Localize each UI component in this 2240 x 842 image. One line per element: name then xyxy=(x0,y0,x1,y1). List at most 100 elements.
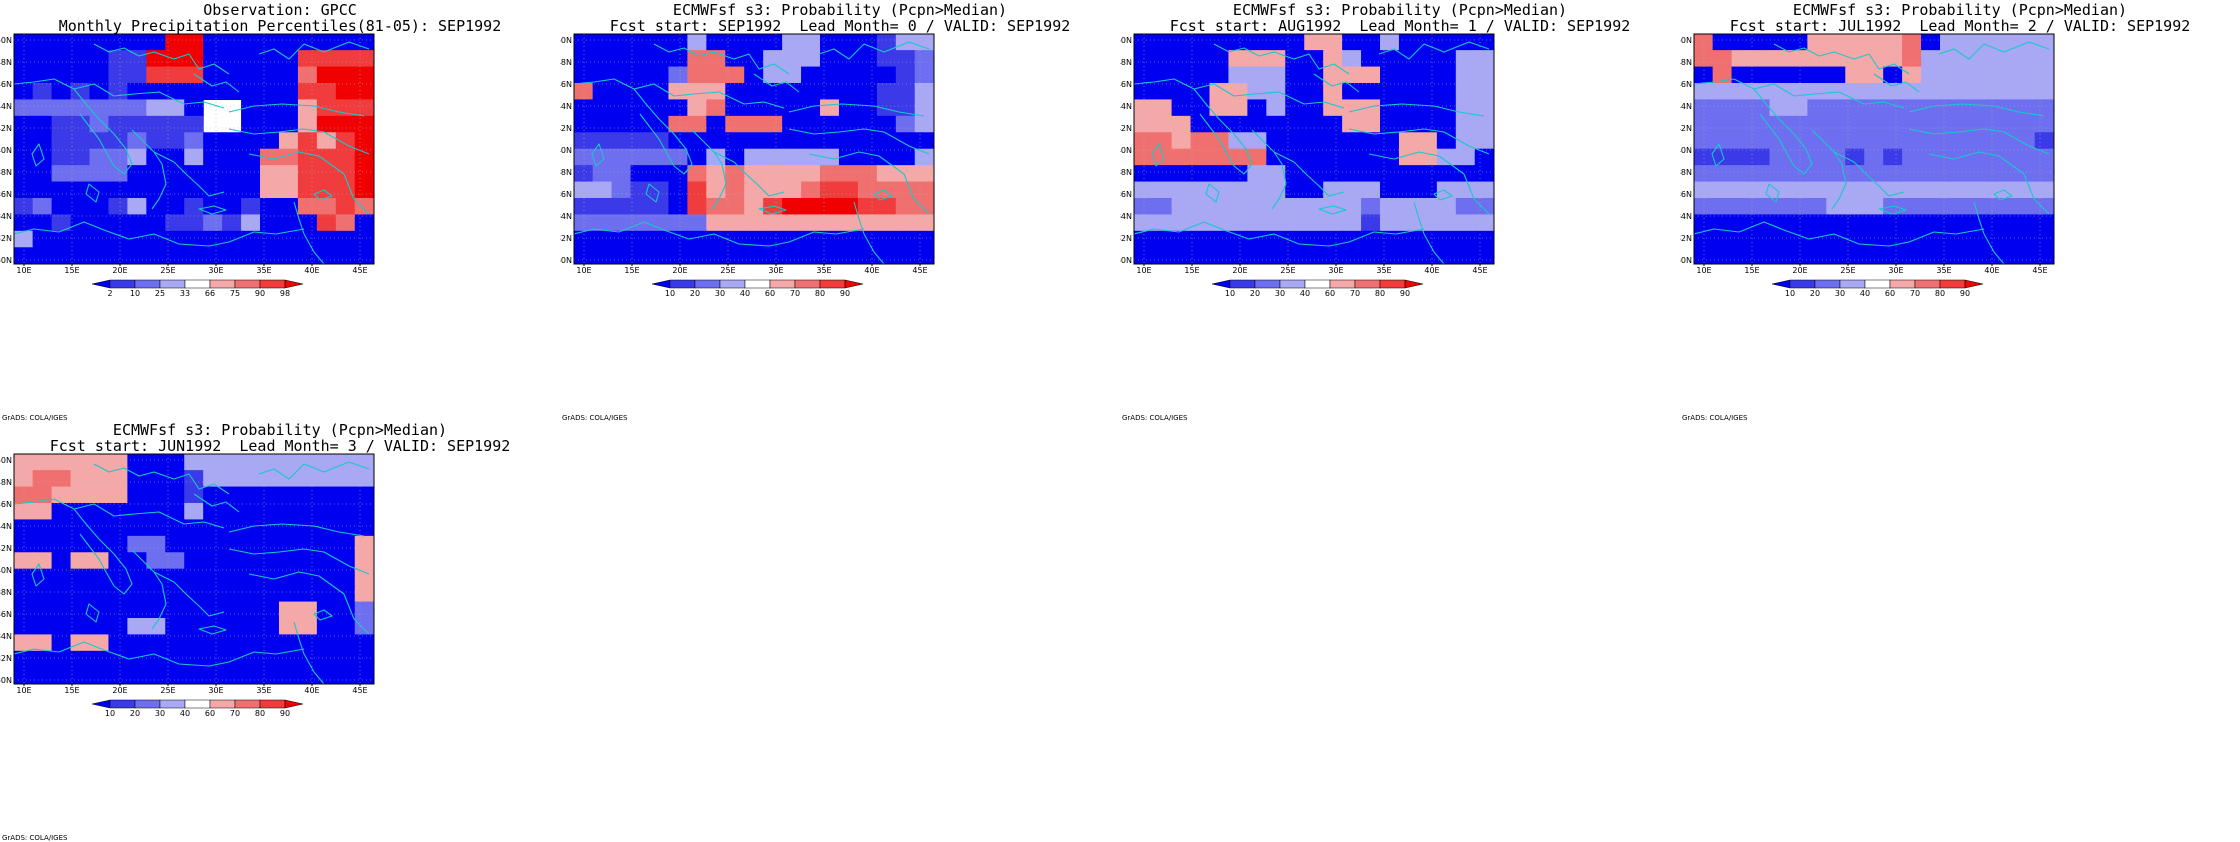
grid-cell xyxy=(592,115,613,133)
grid-cell xyxy=(335,197,356,216)
grid-cell xyxy=(51,214,72,232)
grid-cell xyxy=(1902,115,1922,133)
coastlines xyxy=(1694,41,2050,264)
coastline xyxy=(788,103,925,117)
grid-cell xyxy=(592,214,613,232)
grid-cell xyxy=(297,247,318,264)
grid-cell xyxy=(14,34,34,51)
coastline xyxy=(228,128,370,155)
grid-cell xyxy=(146,214,166,232)
grid-cell xyxy=(127,165,147,183)
grid-cell xyxy=(335,650,356,668)
grid-cell xyxy=(165,634,185,652)
colorbar-segment xyxy=(744,279,771,289)
grid-cell xyxy=(108,634,128,652)
map-panel-2: ECMWFsf s3: Probability (Pcpn>Median) Fc… xyxy=(560,0,1120,422)
grid-cell xyxy=(1134,132,1154,150)
grid-cell xyxy=(630,50,651,68)
coastline xyxy=(258,461,370,480)
grid-cell xyxy=(1380,148,1400,166)
grid-cell xyxy=(70,552,91,570)
grid-cell xyxy=(335,667,356,684)
grid-cell xyxy=(1807,82,1827,101)
grid-cell xyxy=(1380,181,1400,199)
grid-cell xyxy=(32,502,53,521)
grid-cell xyxy=(1323,148,1343,166)
grid-cell xyxy=(1474,181,1494,199)
colorbar-segment xyxy=(134,279,161,289)
grid-cell xyxy=(241,165,261,183)
grid-cell xyxy=(706,148,726,166)
grid-cell xyxy=(203,181,223,199)
grid-cell xyxy=(801,181,821,199)
grid-cell xyxy=(1380,165,1400,183)
y-tick-label: 46N xyxy=(0,80,12,89)
grid-cell xyxy=(1750,132,1771,150)
grid-cell xyxy=(1171,197,1192,216)
colorbar-label: 30 xyxy=(715,289,725,298)
grid-cell xyxy=(316,650,337,668)
grid-cell xyxy=(876,230,897,248)
colorbar-label: 70 xyxy=(1350,289,1360,298)
y-tick-label: 50N xyxy=(0,456,12,465)
grid-cell xyxy=(1883,230,1903,248)
grid-cell xyxy=(1323,115,1343,133)
grid-cell xyxy=(1921,82,1941,101)
grid-cell xyxy=(2015,148,2036,166)
grid-cell xyxy=(1134,82,1154,101)
grid-cell xyxy=(354,82,374,101)
grid-cell xyxy=(1750,247,1771,264)
grid-cell xyxy=(1304,132,1324,150)
grid-cell xyxy=(260,165,280,183)
grid-cell xyxy=(574,197,594,216)
grid-cell xyxy=(2034,214,2054,232)
y-tick-label: 46N xyxy=(1120,80,1132,89)
grid-cell xyxy=(297,99,318,117)
grid-cell xyxy=(1977,99,1998,117)
grid-cell xyxy=(820,115,840,133)
grid-cell xyxy=(146,585,166,603)
grid-cell xyxy=(222,486,242,504)
x-tick-label: 15E xyxy=(1184,266,1199,275)
grid-cell xyxy=(260,486,280,504)
grid-cell xyxy=(649,132,670,150)
grid-cell xyxy=(51,197,72,216)
grid-cell xyxy=(70,132,91,150)
grid-cell xyxy=(801,247,821,264)
grid-cell xyxy=(1807,247,1827,264)
map-plot: 10E15E20E25E30E35E40E45E30N32N34N36N38N4… xyxy=(0,33,375,298)
grid-cell xyxy=(1474,115,1494,133)
grid-cell xyxy=(1228,50,1248,68)
grid-cell xyxy=(165,197,185,216)
grid-cell xyxy=(1152,82,1173,101)
grid-cell xyxy=(801,115,821,133)
grid-cell xyxy=(1807,66,1827,84)
grid-cell xyxy=(335,165,356,183)
grid-cell xyxy=(203,502,223,521)
grid-cell xyxy=(725,82,745,101)
grid-cell xyxy=(1304,214,1324,232)
coastline xyxy=(73,508,133,595)
y-tick-label: 48N xyxy=(0,58,12,67)
grid-cell xyxy=(1940,148,1960,166)
grid-cell xyxy=(316,568,337,586)
grid-cell xyxy=(1380,115,1400,133)
grid-cell xyxy=(1996,247,2017,264)
colorbar-segment xyxy=(1914,279,1941,289)
grid-cell xyxy=(1417,50,1438,68)
grid-cell xyxy=(184,115,204,133)
grid-cell xyxy=(1902,34,1922,51)
grid-cell xyxy=(1285,165,1305,183)
grid-cell xyxy=(763,115,783,133)
grid-cell xyxy=(127,82,147,101)
coastline xyxy=(653,43,790,75)
grid-cell xyxy=(1474,34,1494,51)
grid-cell xyxy=(184,50,204,68)
grid-cell xyxy=(1769,181,1790,199)
y-tick-label: 50N xyxy=(1120,36,1132,45)
colorbar-label: 10 xyxy=(105,709,115,718)
grid-cell xyxy=(857,214,878,232)
colorbar-label: 33 xyxy=(180,289,190,298)
map-plot: 10E15E20E25E30E35E40E45E30N32N34N36N38N4… xyxy=(0,453,375,718)
coastline xyxy=(1313,73,1360,93)
